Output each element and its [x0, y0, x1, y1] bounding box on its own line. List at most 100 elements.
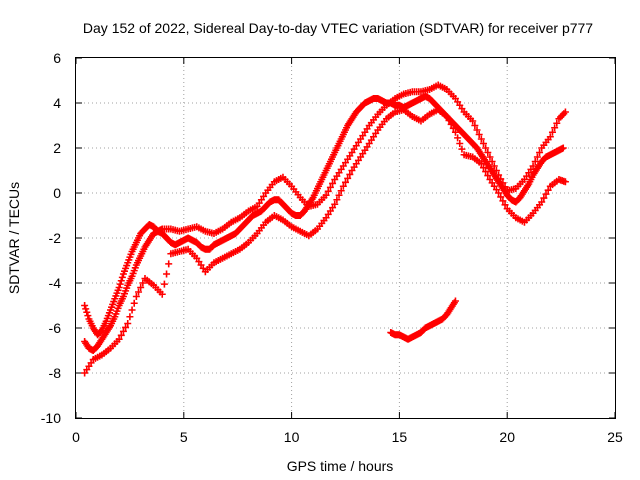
x-tick-label: 10 [284, 429, 300, 445]
data-point [329, 179, 337, 187]
data-point [124, 320, 132, 327]
data-point [326, 183, 334, 191]
data-point [324, 187, 332, 195]
grid [75, 57, 616, 419]
tick-labels: 0 5 10 15 20 25 -10 -8 -6 -4 -2 0 2 4 6 [41, 50, 623, 445]
y-tick-label: -2 [49, 230, 62, 246]
data-points [81, 81, 569, 377]
data-point [546, 133, 554, 141]
data-point [475, 131, 483, 138]
data-point [331, 200, 339, 208]
data-point [84, 312, 92, 320]
data-point [501, 201, 509, 209]
data-point [533, 153, 541, 161]
data-point [544, 186, 552, 194]
data-point [339, 182, 347, 190]
plot-frame [75, 57, 616, 419]
data-point [488, 158, 496, 165]
data-point [479, 164, 487, 172]
data-point [135, 288, 143, 296]
data-point [497, 175, 505, 183]
data-point [499, 179, 507, 187]
data-point [473, 126, 481, 134]
y-tick-label: -4 [49, 275, 62, 291]
data-point [458, 145, 466, 153]
data-point [119, 327, 127, 335]
data-point [482, 144, 490, 152]
data-point [456, 140, 464, 147]
data-point [551, 124, 559, 132]
data-point [548, 128, 556, 136]
x-axis-label: GPS time / hours [287, 458, 394, 474]
data-point [122, 323, 130, 331]
data-point [158, 290, 166, 298]
data-point [342, 178, 349, 186]
data-point [126, 313, 134, 321]
data-point [337, 187, 345, 195]
y-tick-label: 2 [53, 140, 61, 156]
data-point [497, 193, 505, 201]
data-point [542, 190, 550, 198]
y-tick-label: 6 [53, 50, 61, 66]
data-point [561, 178, 569, 186]
data-point [132, 293, 140, 300]
x-tick-label: 15 [392, 429, 408, 445]
y-tick-label: -8 [49, 365, 62, 381]
data-point [117, 277, 125, 285]
data-point [344, 174, 352, 182]
data-point [477, 160, 485, 168]
data-point [454, 134, 462, 142]
data-point [160, 280, 168, 288]
data-point [137, 284, 145, 291]
data-point [335, 191, 343, 199]
data-point [82, 305, 90, 313]
data-point [477, 135, 485, 143]
data-point [490, 162, 498, 170]
data-point [469, 117, 477, 125]
data-point [449, 124, 457, 132]
data-point [118, 273, 126, 281]
data-point [553, 119, 561, 127]
data-point [81, 302, 89, 309]
data-point [451, 128, 459, 136]
data-point [479, 140, 487, 147]
data-point [445, 116, 453, 124]
data-point [128, 306, 136, 314]
data-point [486, 153, 494, 161]
data-point [495, 189, 503, 197]
data-point [322, 191, 330, 199]
data-point [536, 149, 544, 156]
y-tick-label: -10 [41, 410, 61, 426]
x-tick-label: 20 [499, 429, 515, 445]
data-point [83, 308, 91, 316]
data-point [501, 183, 509, 191]
data-point [495, 171, 503, 179]
data-point [165, 260, 173, 268]
data-point [529, 162, 537, 170]
data-point [499, 197, 507, 205]
data-point [116, 280, 124, 288]
y-axis-label: SDTVAR / TECUs [6, 182, 22, 294]
data-point [492, 167, 500, 174]
x-tick-label: 5 [180, 429, 188, 445]
data-point [540, 194, 548, 202]
data-point [538, 198, 546, 206]
data-point [115, 284, 123, 291]
data-point [117, 331, 125, 339]
chart-title: Day 152 of 2022, Sidereal Day-to-day VTE… [83, 20, 593, 36]
data-point [139, 279, 147, 287]
data-point [561, 108, 569, 116]
x-tick-label: 25 [607, 429, 623, 445]
data-point [471, 122, 479, 129]
data-point [163, 270, 171, 278]
y-tick-label: 4 [53, 95, 61, 111]
y-tick-label: -6 [49, 320, 62, 336]
data-point [130, 299, 138, 307]
data-point [115, 335, 123, 343]
y-tick-label: 0 [53, 185, 61, 201]
data-point [451, 297, 459, 305]
x-tick-label: 0 [72, 429, 80, 445]
data-point [484, 172, 492, 180]
data-point [346, 170, 354, 178]
data-point [447, 120, 455, 128]
